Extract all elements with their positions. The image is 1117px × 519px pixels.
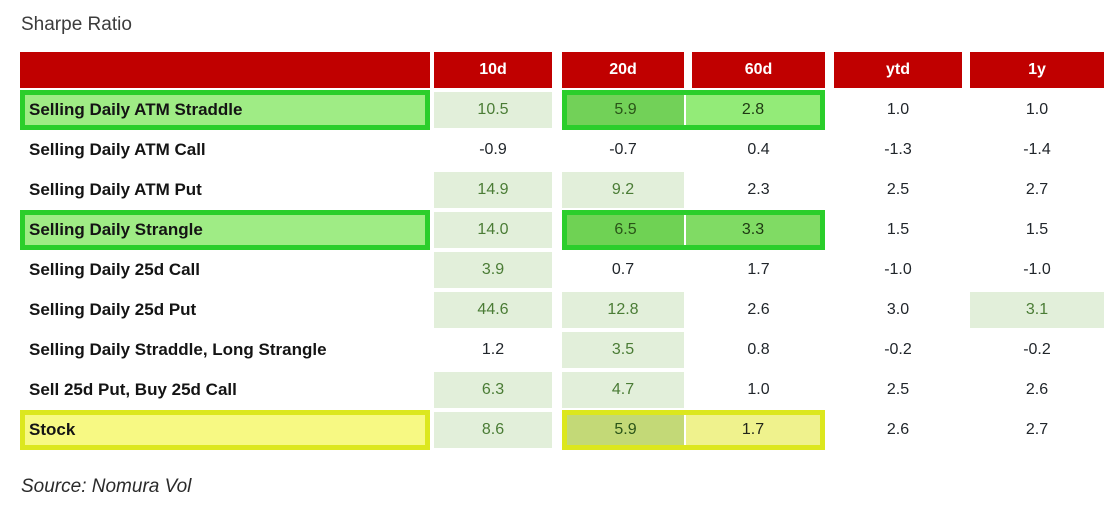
- row-label: Selling Daily ATM Call: [29, 140, 206, 159]
- cell-60d: 1.7: [686, 415, 820, 445]
- cell-10d: 1.2: [481, 341, 505, 358]
- cell-1y: 2.7: [1025, 421, 1049, 438]
- cell-60d: 2.3: [747, 181, 770, 198]
- table-row: Selling Daily ATM Straddle 10.5 5.9 2.8 …: [20, 90, 1104, 130]
- cell-20d: 12.8: [562, 292, 684, 328]
- cell-60d: 2.8: [686, 95, 820, 125]
- cell-20d: 0.7: [611, 261, 635, 278]
- row-label: Sell 25d Put, Buy 25d Call: [29, 380, 237, 399]
- row-label: Selling Daily 25d Call: [29, 260, 201, 279]
- cell-ytd: 2.6: [886, 421, 910, 438]
- row-label: Selling Daily ATM Put: [29, 180, 202, 199]
- col-header-blank: [20, 52, 430, 88]
- green-highlight-box: 5.9 2.8: [562, 90, 825, 130]
- cell-10d: 14.9: [434, 172, 552, 208]
- cell-ytd: 1.0: [886, 101, 910, 118]
- col-header-60d: 60d: [692, 52, 825, 88]
- cell-20d: 5.9: [567, 415, 684, 445]
- table-row: Selling Daily Straddle, Long Strangle 1.…: [20, 330, 1104, 370]
- cell-1y: 2.7: [1025, 181, 1049, 198]
- col-header-10d: 10d: [434, 52, 552, 88]
- table-row: Selling Daily ATM Put 14.9 9.2 2.3 2.5 2…: [20, 170, 1104, 210]
- cell-10d: 6.3: [434, 372, 552, 408]
- cell-20d: 9.2: [562, 172, 684, 208]
- cell-60d: 1.0: [747, 381, 770, 398]
- cell-1y: -1.4: [1023, 141, 1051, 158]
- box-divider: [684, 215, 686, 245]
- cell-60d: 3.3: [686, 215, 820, 245]
- cell-20d: 3.5: [562, 332, 684, 368]
- cell-20d: -0.7: [609, 141, 637, 158]
- cell-ytd: -1.3: [884, 141, 912, 158]
- cell-60d: 0.8: [747, 341, 770, 358]
- cell-10d: 3.9: [434, 252, 552, 288]
- cell-10d: 14.0: [434, 212, 552, 248]
- cell-1y: 3.1: [970, 292, 1104, 328]
- cell-1y: -0.2: [1023, 341, 1051, 358]
- cell-ytd: 1.5: [886, 221, 910, 238]
- cell-10d: 8.6: [434, 412, 552, 448]
- row-label: Selling Daily Straddle, Long Strangle: [29, 340, 327, 359]
- table-row: Selling Daily Strangle 14.0 6.5 3.3 1.5 …: [20, 210, 1104, 250]
- col-header-1y: 1y: [970, 52, 1104, 88]
- yellow-highlight-box: 5.9 1.7: [562, 410, 825, 450]
- sharpe-ratio-table: 10d 20d 60d ytd 1y Selling Daily ATM Str…: [20, 52, 1104, 450]
- green-highlight-box: 6.5 3.3: [562, 210, 825, 250]
- row-label-highlighted: Stock: [20, 410, 430, 450]
- cell-1y: 1.5: [1025, 221, 1049, 238]
- cell-10d: 10.5: [434, 92, 552, 128]
- cell-10d: 44.6: [434, 292, 552, 328]
- cell-20d: 5.9: [567, 95, 684, 125]
- box-divider: [684, 415, 686, 445]
- col-header-ytd: ytd: [834, 52, 962, 88]
- table-row: Sell 25d Put, Buy 25d Call 6.3 4.7 1.0 2…: [20, 370, 1104, 410]
- table-row: Selling Daily 25d Put 44.6 12.8 2.6 3.0 …: [20, 290, 1104, 330]
- page-title: Sharpe Ratio: [21, 14, 132, 35]
- table-row: Selling Daily ATM Call -0.9 -0.7 0.4 -1.…: [20, 130, 1104, 170]
- box-divider: [684, 95, 686, 125]
- cell-ytd: -1.0: [884, 261, 912, 278]
- cell-1y: 2.6: [1025, 381, 1049, 398]
- cell-60d: 1.7: [747, 261, 770, 278]
- source-note: Source: Nomura Vol: [21, 476, 192, 497]
- cell-ytd: 2.5: [886, 381, 910, 398]
- row-label: Selling Daily 25d Put: [29, 300, 197, 319]
- table-row: Stock 8.6 5.9 1.7 2.6 2.7: [20, 410, 1104, 450]
- cell-60d: 2.6: [747, 301, 770, 318]
- table-row: Selling Daily 25d Call 3.9 0.7 1.7 -1.0 …: [20, 250, 1104, 290]
- cell-20d: 4.7: [562, 372, 684, 408]
- table-header-row: 10d 20d 60d ytd 1y: [20, 52, 1104, 88]
- cell-ytd: 3.0: [886, 301, 910, 318]
- cell-1y: -1.0: [1023, 261, 1051, 278]
- col-header-20d: 20d: [562, 52, 684, 88]
- row-label-highlighted: Selling Daily Strangle: [20, 210, 430, 250]
- cell-20d: 6.5: [567, 215, 684, 245]
- cell-60d: 0.4: [747, 141, 770, 158]
- cell-10d: -0.9: [479, 141, 507, 158]
- cell-ytd: -0.2: [884, 341, 912, 358]
- cell-ytd: 2.5: [886, 181, 910, 198]
- cell-1y: 1.0: [1025, 101, 1049, 118]
- row-label-highlighted: Selling Daily ATM Straddle: [20, 90, 430, 130]
